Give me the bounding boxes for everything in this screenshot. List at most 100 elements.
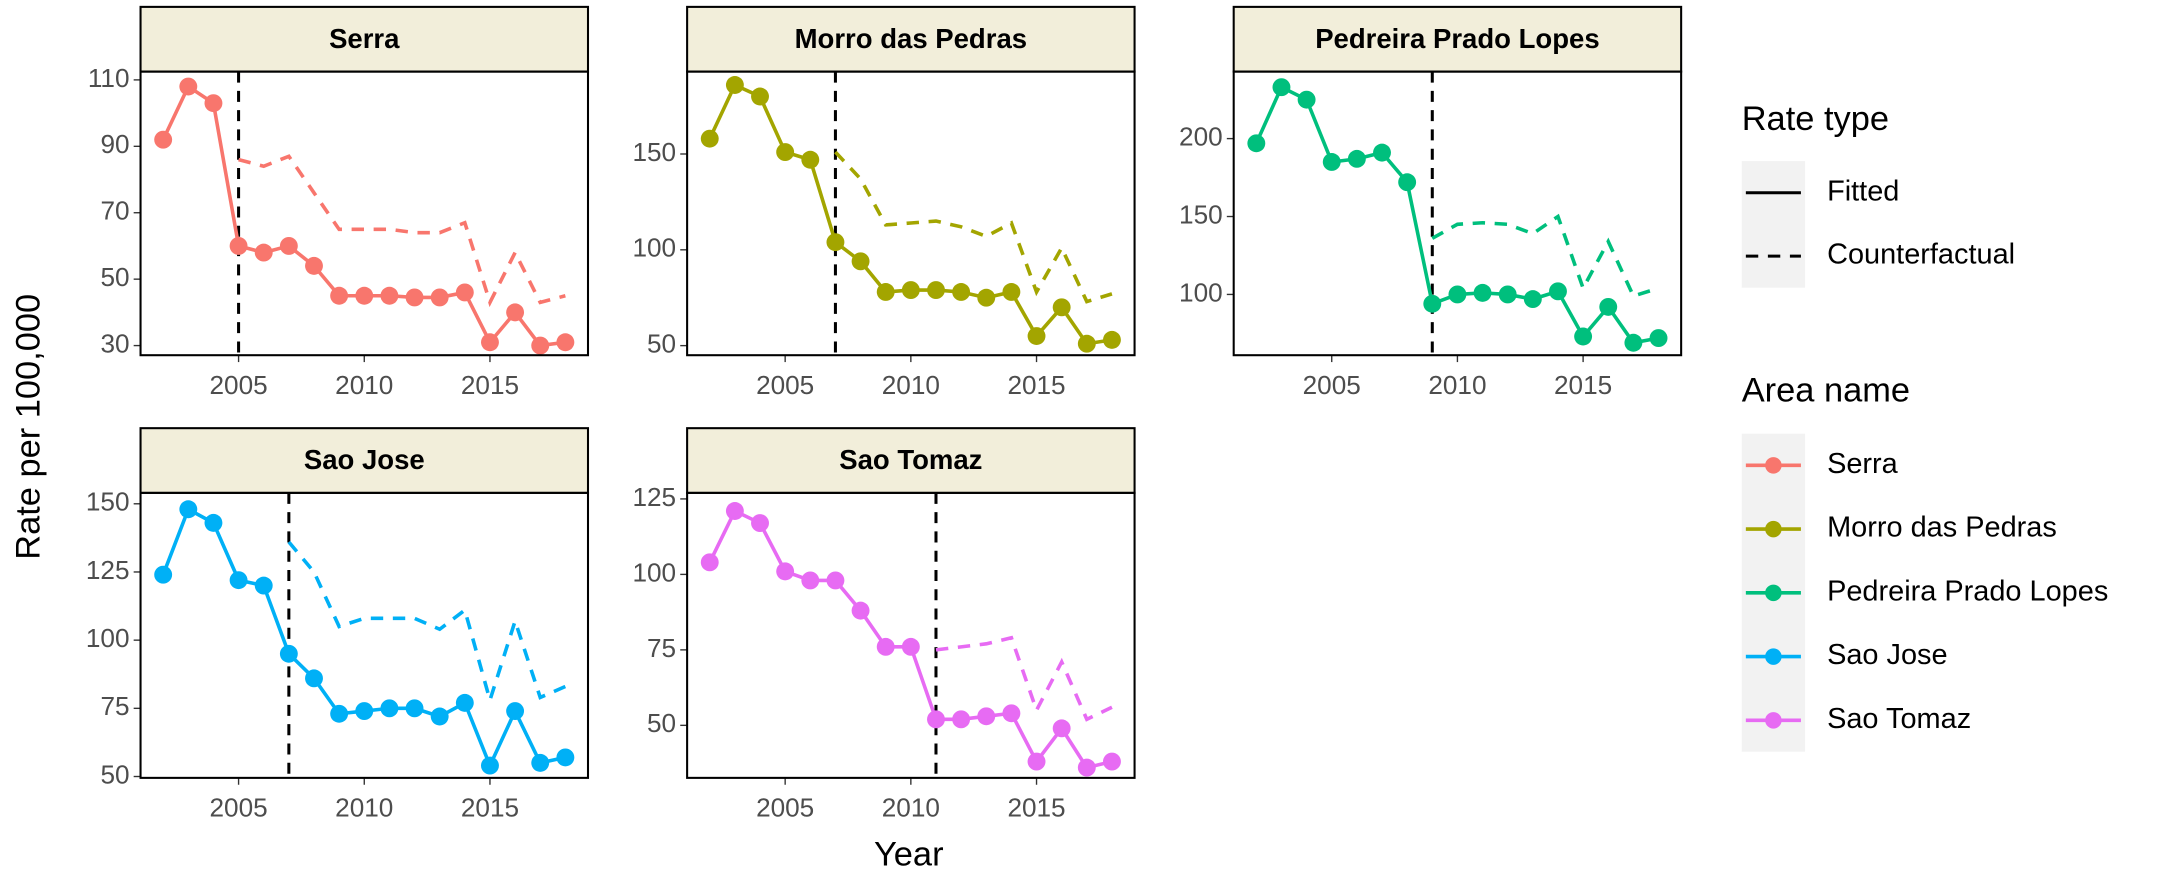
point	[876, 283, 895, 301]
x-tick-label: 2010	[335, 370, 393, 400]
point	[531, 753, 550, 772]
point	[1599, 297, 1618, 316]
legend-key	[1765, 520, 1782, 538]
point	[927, 710, 945, 729]
point	[725, 76, 744, 94]
point	[901, 281, 920, 300]
point	[977, 288, 996, 307]
legend-label: Fitted	[1827, 175, 1899, 207]
strip-title: Morro das Pedras	[795, 23, 1027, 54]
x-tick-label: 2015	[461, 370, 519, 400]
point	[1102, 330, 1121, 349]
point	[776, 562, 795, 581]
point	[1523, 290, 1542, 309]
point	[229, 236, 248, 255]
point	[179, 77, 198, 96]
point	[405, 288, 424, 307]
point	[801, 571, 820, 590]
point	[1272, 78, 1291, 97]
series-line	[935, 635, 1113, 722]
y-tick-label: 100	[86, 623, 130, 653]
legend-key	[1765, 457, 1782, 474]
strip	[686, 427, 1136, 494]
legend-label: Sao Jose	[1827, 639, 1948, 671]
point	[405, 699, 424, 718]
point	[455, 693, 474, 712]
point	[1574, 327, 1593, 346]
point	[279, 236, 298, 255]
point	[305, 256, 323, 275]
legend-key	[1765, 648, 1782, 665]
point	[380, 286, 399, 305]
point	[1027, 327, 1046, 345]
legend-key	[1765, 712, 1782, 729]
point	[851, 601, 870, 620]
point	[700, 553, 719, 572]
point	[1549, 282, 1567, 301]
point	[556, 748, 575, 767]
series-line	[834, 150, 1113, 304]
point	[1398, 173, 1417, 192]
x-tick-label: 2010	[882, 792, 940, 822]
x-tick-label: 2005	[1303, 370, 1361, 400]
x-tick-label: 2010	[882, 370, 940, 400]
point	[1077, 334, 1096, 353]
legend-key-bg	[1741, 161, 1806, 288]
point	[977, 707, 996, 726]
point	[927, 281, 945, 300]
y-tick-label: 90	[100, 129, 129, 159]
point	[506, 702, 525, 721]
point	[1027, 752, 1046, 771]
point	[556, 333, 575, 352]
y-tick-label: 100	[632, 233, 676, 263]
panel-border	[139, 491, 590, 779]
point	[776, 143, 795, 162]
y-tick-label: 125	[86, 555, 130, 585]
point	[1423, 294, 1442, 313]
point	[1322, 153, 1341, 171]
point	[1052, 298, 1071, 317]
strip-title: Pedreira Prado Lopes	[1315, 23, 1599, 54]
x-tick-label: 2010	[335, 792, 393, 822]
strip	[139, 427, 590, 494]
point	[1373, 143, 1391, 162]
point	[801, 150, 820, 169]
point	[154, 565, 173, 584]
point	[430, 707, 449, 726]
point	[204, 513, 223, 532]
y-tick-label: 50	[647, 329, 676, 359]
x-tick-label: 2015	[1554, 370, 1612, 400]
point	[481, 333, 499, 352]
point	[952, 710, 971, 729]
point	[1002, 283, 1021, 301]
legend-label: Morro das Pedras	[1827, 512, 2057, 544]
strip-title: Serra	[329, 23, 400, 54]
point	[154, 130, 173, 149]
strip	[139, 5, 590, 73]
x-tick-label: 2015	[1007, 370, 1065, 400]
x-tick-label: 2005	[210, 792, 268, 822]
point	[1247, 134, 1266, 153]
legend-key	[1765, 584, 1782, 602]
point	[481, 756, 499, 775]
y-tick-label: 30	[100, 328, 129, 358]
y-tick-label: 50	[100, 759, 129, 789]
point	[876, 637, 895, 656]
y-tick-label: 150	[86, 487, 130, 517]
point	[1624, 333, 1643, 352]
series-line	[1431, 213, 1660, 299]
x-axis-label: Year	[874, 835, 944, 873]
point	[531, 336, 550, 355]
point	[851, 252, 870, 271]
strip	[1232, 5, 1683, 73]
series-line	[287, 540, 567, 707]
point	[1448, 285, 1467, 304]
point	[279, 644, 298, 663]
point	[455, 283, 474, 302]
point	[952, 283, 971, 301]
point	[380, 699, 399, 718]
point	[1297, 90, 1316, 109]
x-tick-label: 2005	[756, 792, 814, 822]
y-tick-label: 50	[100, 262, 129, 292]
y-tick-label: 100	[1179, 277, 1223, 307]
